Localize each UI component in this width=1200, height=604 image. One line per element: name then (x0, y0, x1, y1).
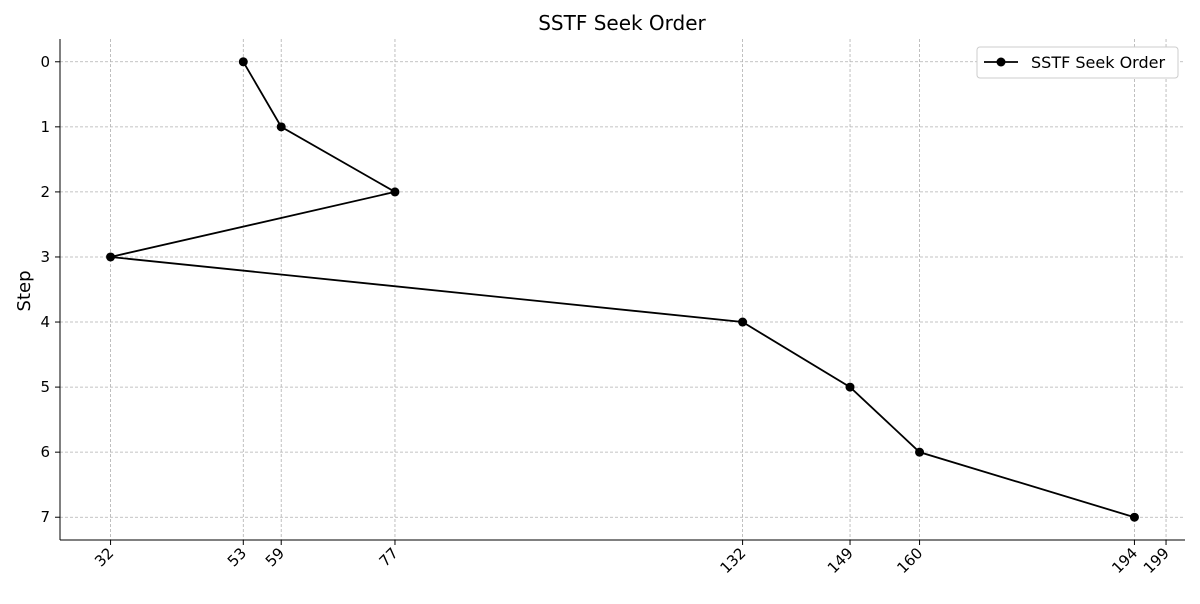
x-tick-label: 199 (1140, 544, 1173, 577)
y-tick-label: 5 (40, 378, 50, 396)
y-tick-label: 2 (40, 183, 50, 201)
y-tick-label: 3 (40, 248, 50, 266)
x-tick-label: 53 (224, 544, 250, 570)
y-tick-label: 7 (40, 508, 50, 526)
data-point (238, 57, 248, 67)
data-point (1129, 512, 1139, 522)
series-line (110, 61, 1135, 519)
y-tick-label: 6 (40, 443, 50, 461)
legend: SSTF Seek Order (976, 46, 1179, 79)
data-point (106, 252, 116, 262)
legend-label: SSTF Seek Order (1031, 53, 1165, 72)
x-tick-label: 32 (91, 544, 117, 570)
grid-layer (60, 39, 1185, 540)
data-layer (106, 57, 1139, 522)
x-tick-label: 132 (716, 544, 749, 577)
x-tick-label: 59 (262, 544, 288, 570)
chart-title: SSTF Seek Order (538, 11, 706, 35)
data-point (915, 447, 925, 457)
y-tick-label: 1 (40, 118, 50, 136)
data-point (276, 122, 286, 132)
y-tick-label: 4 (40, 313, 50, 331)
data-point (845, 382, 855, 392)
x-tick-label: 77 (376, 544, 402, 570)
y-tick-label: 0 (40, 53, 50, 71)
data-point (738, 317, 748, 327)
legend-box (976, 46, 1179, 79)
x-tick-label: 160 (893, 544, 926, 577)
x-tick-label: 194 (1108, 544, 1141, 577)
x-tick-label: 149 (824, 544, 857, 577)
data-point (390, 187, 400, 197)
y-axis-label: Step (14, 271, 35, 312)
legend-marker-swatch (996, 57, 1006, 67)
